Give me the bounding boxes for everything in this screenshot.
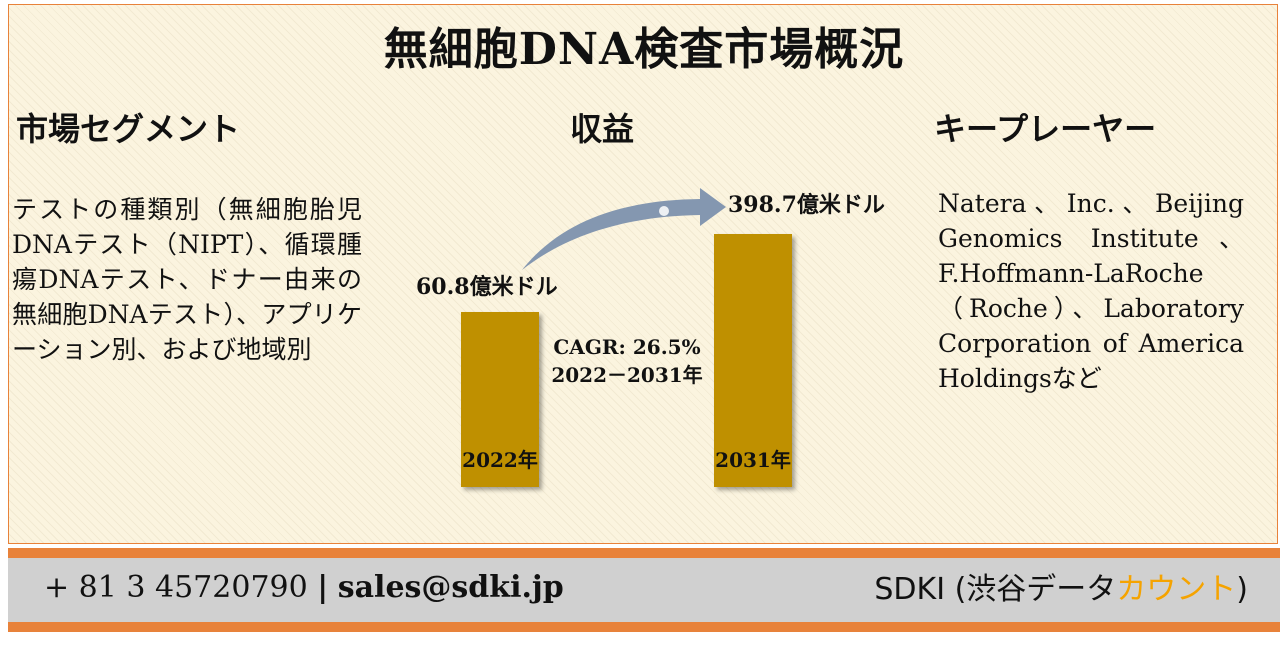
bar-2031	[714, 234, 792, 487]
players-text: Natera、Inc.、Beijing Genomics Institute、F…	[938, 189, 1244, 393]
brand-name: SDKI (渋谷データ	[874, 572, 1117, 607]
revenue-heading: 収益	[570, 110, 635, 148]
brand-logo: SDKI (渋谷データカウント)	[874, 564, 1248, 608]
email-link[interactable]: sales@sdki.jp	[337, 570, 564, 605]
arrow-highlight	[659, 206, 669, 216]
value-label-2031: 398.7億米ドル	[728, 192, 885, 218]
growth-arrow-icon	[522, 188, 726, 270]
brand-name-accent: カウント	[1116, 572, 1237, 607]
brand-name-close: )	[1236, 572, 1248, 607]
value-label-2022: 60.8億米ドル	[416, 274, 558, 300]
phone-number: + 81 3 45720790	[44, 570, 308, 605]
page-title: 無細胞DNA検査市場概況	[383, 24, 905, 75]
cagr-period-label: 2022－2031年	[551, 363, 702, 387]
cagr-label: CAGR: 26.5%	[553, 335, 700, 359]
category-label-2022: 2022年	[462, 448, 538, 472]
category-label-2031: 2031年	[715, 448, 791, 472]
players-heading: キープレーヤー	[934, 110, 1157, 148]
summary-panel: 無細胞DNA検査市場概況	[8, 4, 1278, 544]
segments-heading: 市場セグメント	[16, 110, 241, 148]
bar-2022	[461, 312, 539, 487]
footer-bar	[8, 558, 1280, 622]
contact-info: + 81 3 45720790 | sales@sdki.jp	[44, 570, 564, 605]
segments-text: テストの種類別（無細胞胎児DNAテスト（NIPT）、循環腫瘍DNAテスト、ドナー…	[12, 195, 362, 364]
contact-separator: |	[317, 570, 329, 605]
